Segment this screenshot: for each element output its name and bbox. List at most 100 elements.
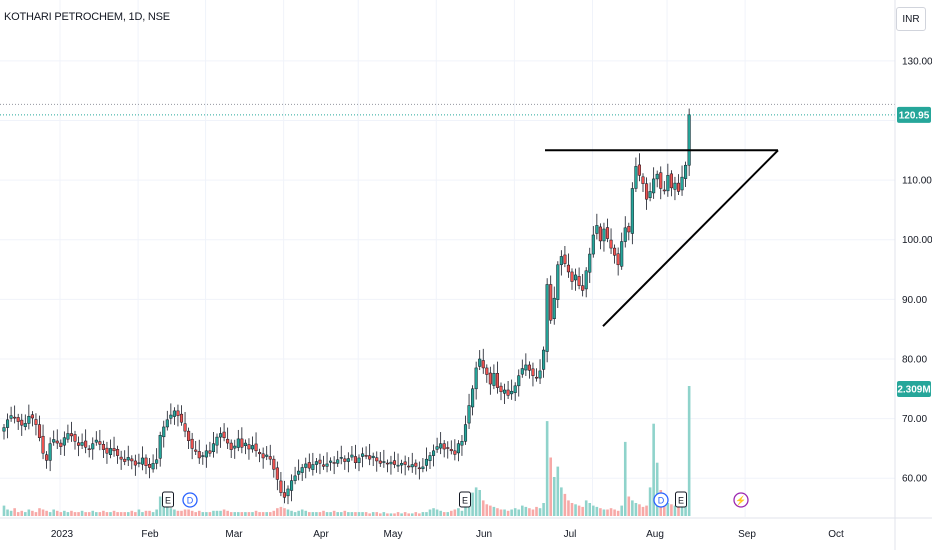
volume-bar (77, 512, 80, 516)
volume-bar (428, 509, 432, 516)
candle-body (574, 274, 578, 281)
candle-body (179, 413, 184, 423)
price-axis[interactable]: 60.00 70.00 80.00 90.00 100.00 110.00 130.00 12… (894, 0, 932, 550)
last-price-badge (897, 106, 931, 123)
volume-bar (584, 500, 588, 516)
candle-body (684, 164, 688, 179)
candle-body (52, 439, 56, 443)
candle (243, 439, 247, 455)
event-markers[interactable]: E D E D E ⚡ (162, 491, 749, 508)
candle (634, 157, 638, 193)
candle (140, 446, 144, 471)
symbol-title: KOTHARI PETROCHEM, 1D, NSE (4, 11, 170, 23)
candle (396, 453, 400, 472)
candle (361, 447, 365, 468)
candle (577, 267, 581, 290)
candlesticks (2, 108, 691, 505)
volume-bar (155, 509, 158, 516)
volume-bar (265, 512, 268, 516)
candle (112, 436, 116, 457)
candle (158, 431, 162, 467)
dividend-badge[interactable] (182, 492, 198, 508)
candle-body (510, 390, 514, 395)
candle (623, 216, 627, 248)
candle-body (609, 239, 613, 249)
support-trendline[interactable] (602, 149, 779, 327)
candle (460, 435, 464, 456)
volume-bar (453, 509, 457, 516)
candle-body (556, 264, 560, 300)
candle-body (208, 450, 212, 454)
candle-body (314, 461, 318, 465)
candle (673, 176, 677, 201)
volume-bar (52, 509, 55, 516)
event-marker-dividend[interactable]: D (653, 492, 669, 508)
volume-bar (446, 512, 450, 516)
volume-bar (542, 503, 545, 516)
candle (659, 166, 663, 200)
time-tick-label: Feb (141, 529, 159, 540)
volume-bar (276, 508, 279, 516)
volume-bar (13, 508, 16, 516)
candle-body (517, 375, 521, 387)
candle-body (446, 447, 450, 449)
volume-bar (102, 510, 105, 516)
candle (680, 165, 684, 196)
candle (542, 346, 546, 378)
candle-body (531, 368, 535, 376)
candle-body (421, 466, 425, 469)
candle (101, 440, 105, 458)
candle (506, 381, 510, 399)
volume-bar (24, 512, 27, 516)
volume-bar (73, 512, 77, 516)
candle (94, 431, 98, 446)
candle-body (659, 172, 663, 189)
candle (645, 177, 649, 210)
currency-button[interactable]: INR (896, 7, 926, 31)
candle-body (59, 442, 63, 447)
flash-badge[interactable] (733, 492, 749, 508)
volume-bar (407, 513, 410, 516)
dividend-badge[interactable] (653, 492, 669, 508)
price-tick-label: 70.00 (902, 414, 927, 425)
candle (481, 348, 485, 374)
candle (272, 455, 276, 478)
candle (598, 223, 602, 250)
event-marker-dividend[interactable]: D (182, 492, 198, 508)
volume-bar (116, 512, 119, 516)
volume-bar (410, 513, 414, 516)
event-marker-earnings[interactable]: E (459, 491, 471, 508)
time-axis[interactable]: 2023 Feb Mar Apr May Jun Jul Aug Sep Oct (0, 517, 932, 540)
candle-body (666, 175, 670, 192)
earnings-badge[interactable] (162, 491, 174, 508)
volume-bar (244, 512, 247, 516)
trendline-drawings[interactable] (545, 149, 779, 327)
event-marker-flash[interactable]: ⚡ (733, 492, 749, 508)
candle-body (463, 424, 468, 442)
candle (456, 440, 460, 462)
candle-body (62, 437, 66, 446)
candle-body (293, 475, 297, 481)
candle (332, 456, 336, 475)
volume-bar (194, 512, 197, 516)
earnings-badge[interactable] (675, 491, 687, 508)
volume-bar (183, 509, 187, 516)
candle (304, 457, 308, 479)
event-marker-earnings[interactable]: E (675, 491, 687, 508)
candle (55, 429, 59, 450)
candle-body (538, 370, 542, 379)
candle-body (9, 415, 13, 419)
volume-bar (435, 509, 439, 516)
volume-bar (549, 457, 552, 516)
candle-body (513, 385, 517, 393)
candle-body (676, 182, 681, 192)
volume-bar (123, 512, 126, 516)
candle (16, 413, 20, 430)
earnings-badge[interactable] (459, 491, 471, 508)
candle (588, 247, 592, 283)
candle (364, 446, 368, 460)
event-marker-earnings[interactable]: E (162, 491, 174, 508)
candle (187, 427, 191, 450)
volume-bar (506, 510, 510, 516)
